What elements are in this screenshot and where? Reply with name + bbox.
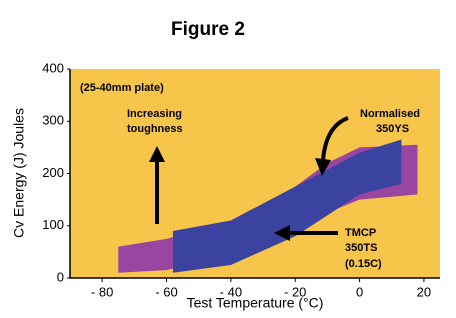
y-tick-label: 400 bbox=[42, 60, 64, 75]
y-axis-title: Cv Energy (J) Joules bbox=[11, 108, 27, 238]
annotation: Normalised bbox=[360, 108, 420, 120]
y-tick-label: 200 bbox=[42, 165, 64, 180]
y-tick-label: 300 bbox=[42, 113, 64, 128]
x-tick-label: - 80 bbox=[91, 284, 113, 299]
x-tick-label: 20 bbox=[417, 284, 431, 299]
annotation: TMCP bbox=[345, 227, 376, 239]
x-tick-label: - 40 bbox=[220, 284, 242, 299]
annotation: toughness bbox=[127, 123, 183, 135]
y-tick-label: 0 bbox=[57, 269, 64, 284]
annotation: (0.15C) bbox=[345, 258, 382, 270]
annotation: Increasing bbox=[127, 108, 182, 120]
arrows bbox=[149, 116, 349, 241]
x-tick-label: 0 bbox=[356, 284, 363, 299]
x-tick-label: - 20 bbox=[284, 284, 306, 299]
annotation: 350TS bbox=[345, 242, 377, 254]
band bbox=[172, 139, 402, 273]
x-axis-title: Test Temperature (°C) bbox=[187, 295, 324, 311]
chart-title: Figure 2 bbox=[171, 19, 245, 40]
annotation: 350YS bbox=[376, 123, 409, 135]
annotation: (25-40mm plate) bbox=[80, 82, 164, 94]
y-tick-label: 100 bbox=[42, 217, 64, 232]
x-tick-label: - 60 bbox=[155, 284, 177, 299]
